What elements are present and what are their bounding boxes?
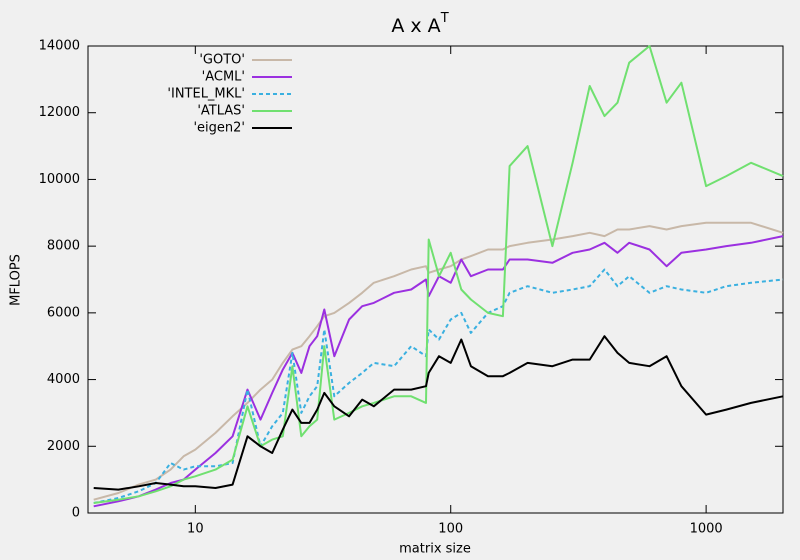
chart-title: A x AT bbox=[391, 11, 448, 37]
x-tick-label: 100 bbox=[438, 522, 463, 537]
title-superscript: T bbox=[440, 11, 449, 26]
x-tick-label: 10 bbox=[187, 522, 204, 537]
y-tick-label: 8000 bbox=[47, 239, 80, 254]
x-tick-label: 1000 bbox=[690, 522, 723, 537]
series-line bbox=[93, 235, 784, 508]
legend-label: 'INTEL_MKL' bbox=[167, 87, 245, 102]
y-tick-label: 0 bbox=[72, 506, 80, 521]
legend-label: 'ATLAS' bbox=[197, 104, 245, 119]
title-text: A x A bbox=[391, 15, 440, 37]
series-line bbox=[93, 335, 784, 491]
y-tick-label: 2000 bbox=[47, 439, 80, 454]
series-line bbox=[93, 268, 784, 504]
y-tick-label: 6000 bbox=[47, 305, 80, 320]
y-tick-label: 12000 bbox=[39, 105, 80, 120]
y-tick-label: 4000 bbox=[47, 372, 80, 387]
y-axis-label: MFLOPS bbox=[9, 254, 24, 306]
series-line bbox=[93, 221, 784, 501]
series-line bbox=[93, 45, 784, 504]
legend-label: 'ACML' bbox=[202, 70, 245, 85]
legend-label: 'GOTO' bbox=[199, 53, 245, 68]
y-tick-label: 10000 bbox=[39, 172, 80, 187]
x-axis-label: matrix size bbox=[399, 542, 471, 557]
legend-label: 'eigen2' bbox=[193, 121, 245, 136]
y-tick-label: 14000 bbox=[39, 39, 80, 54]
